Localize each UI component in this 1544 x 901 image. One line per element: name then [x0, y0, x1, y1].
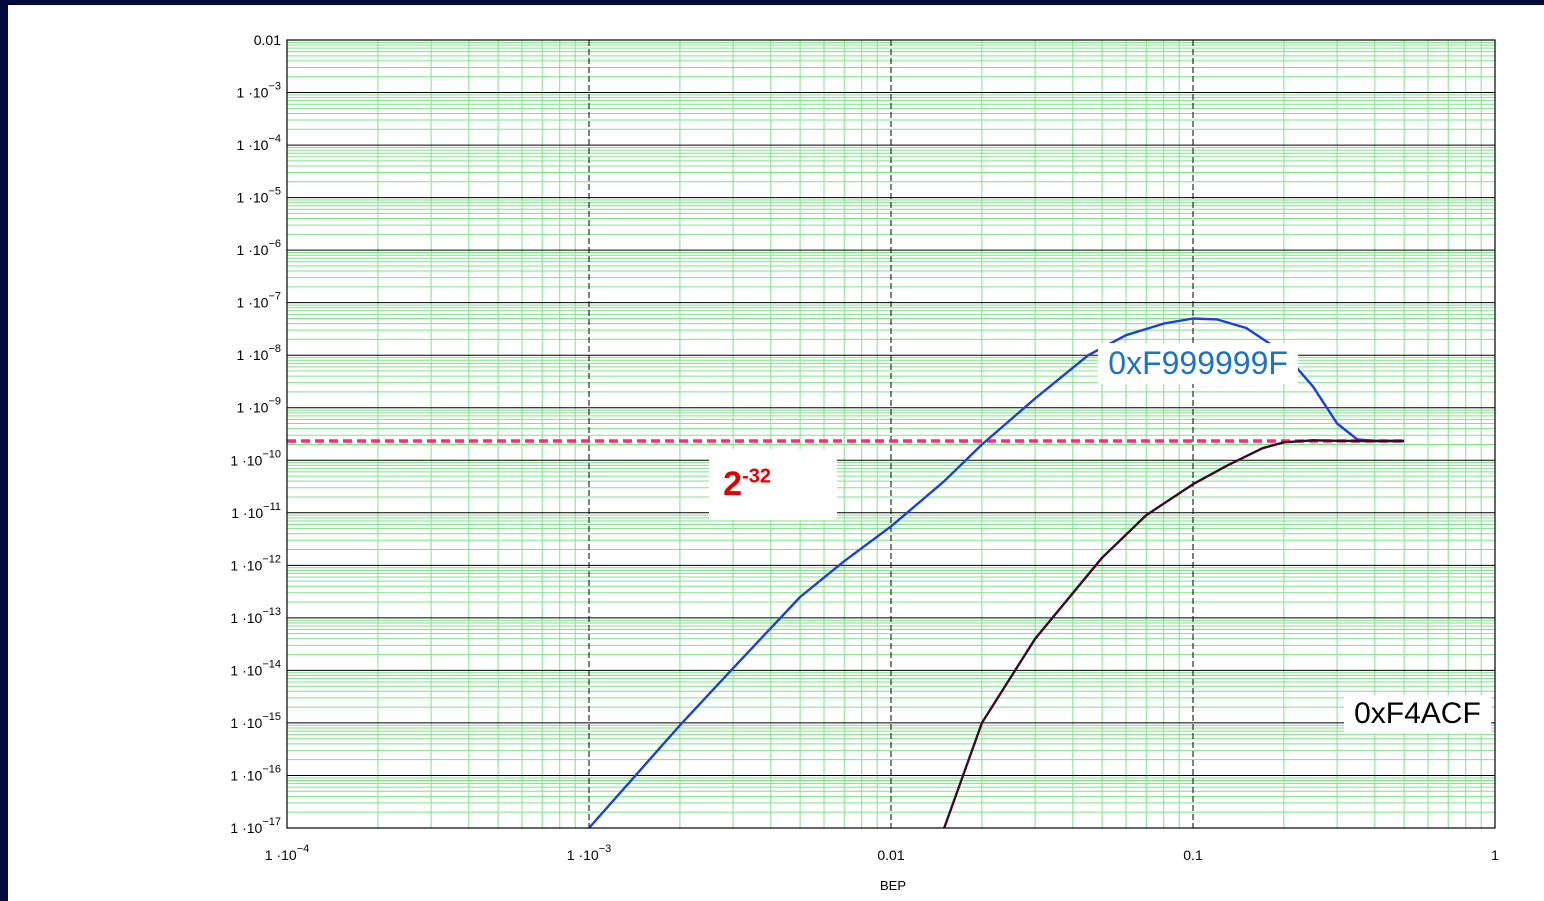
y-tick-label: 1 ·10−8: [237, 343, 281, 363]
y-tick-exponent: −14: [262, 658, 281, 670]
y-tick-base: 0.01: [254, 32, 281, 48]
y-tick-exponent: −5: [268, 186, 281, 198]
y-tick-exponent: −4: [268, 133, 281, 145]
y-tick-label: 1 ·10−9: [237, 396, 281, 416]
y-tick-base: 1 ·10: [237, 137, 269, 153]
y-tick-label: 1 ·10−6: [237, 238, 281, 258]
y-tick-base: 1 ·10: [231, 505, 263, 521]
reference-label-exponent: -32: [742, 465, 771, 488]
reference-line-label: 2-32: [709, 448, 837, 520]
x-tick-label: 1 ·10−4: [265, 843, 309, 863]
x-tick-base: 0.01: [877, 847, 904, 863]
y-tick-exponent: −8: [268, 343, 281, 355]
plot-frame: [286, 39, 1496, 829]
major-grid: [286, 39, 1496, 829]
series-line-f4acfb13: [943, 439, 1405, 829]
y-tick-label: 1 ·10−3: [237, 81, 281, 101]
y-tick-label: 1 ·10−16: [230, 763, 281, 783]
y-tick-label: 1 ·10−11: [231, 501, 281, 521]
y-tick-label: 1 ·10−12: [230, 553, 281, 573]
y-tick-label: 1 ·10−17: [230, 816, 281, 836]
y-tick-base: 1 ·10: [237, 242, 269, 258]
x-tick-label: 0.1: [1183, 847, 1203, 863]
y-tick-base: 1 ·10: [230, 610, 262, 626]
x-tick-label: 1: [1491, 847, 1499, 863]
chart-canvas: 0.01 1 ·10−3 1 ·10−4 1 ·10−5 1 ·10−6 1 ·10−7 1…: [8, 5, 1544, 901]
y-tick-exponent: −3: [268, 81, 281, 93]
y-tick-exponent: −15: [262, 711, 281, 723]
y-tick-label: 1 ·10−5: [237, 186, 281, 206]
x-tick-labels: 1 ·10−4 1 ·10−3 0.01 0.1 1: [265, 843, 1499, 863]
y-tick-base: 1 ·10: [237, 347, 269, 363]
x-tick-base: 1 ·10: [567, 847, 599, 863]
x-axis-title: BEP: [880, 878, 906, 893]
x-tick-base: 1 ·10: [265, 847, 297, 863]
y-tick-base: 1 ·10: [230, 820, 262, 836]
y-tick-label: 0.01: [254, 32, 281, 48]
y-tick-label: 1 ·10−7: [237, 291, 281, 311]
y-tick-exponent: −17: [262, 816, 281, 828]
y-tick-base: 1 ·10: [230, 452, 262, 468]
x-tick-label: 1 ·10−3: [567, 843, 611, 863]
x-tick-label: 0.01: [877, 847, 904, 863]
y-tick-labels: 0.011 ·10−31 ·10−41 ·10−51 ·10−61 ·10−71…: [230, 32, 281, 836]
y-tick-label: 1 ·10−10: [230, 448, 281, 468]
y-tick-base: 1 ·10: [230, 662, 262, 678]
y-tick-label: 1 ·10−14: [230, 658, 281, 678]
series-line-f999999f: [588, 317, 1405, 829]
y-tick-base: 1 ·10: [237, 85, 269, 101]
y-tick-base: 1 ·10: [237, 295, 269, 311]
y-tick-base: 1 ·10: [230, 557, 262, 573]
y-tick-exponent: −12: [262, 553, 281, 565]
y-tick-label: 1 ·10−4: [237, 133, 281, 153]
y-tick-base: 1 ·10: [230, 767, 262, 783]
series-label-f999999f: 0xF999999F: [1098, 343, 1298, 385]
y-tick-exponent: −9: [268, 396, 281, 408]
y-tick-label: 1 ·10−15: [230, 711, 281, 731]
y-tick-label: 1 ·10−13: [230, 606, 281, 626]
y-tick-exponent: −10: [262, 448, 281, 460]
y-tick-exponent: −6: [268, 238, 281, 250]
series-layer: [588, 317, 1405, 829]
x-tick-exponent: −4: [297, 843, 310, 855]
chart-svg: 0.011 ·10−31 ·10−41 ·10−51 ·10−61 ·10−71…: [230, 32, 1499, 893]
y-tick-exponent: −13: [262, 606, 281, 618]
y-tick-exponent: −16: [262, 763, 281, 775]
x-tick-base: 0.1: [1183, 847, 1203, 863]
series-label-f4acf: 0xF4ACF: [1344, 694, 1491, 733]
x-tick-exponent: −3: [599, 843, 612, 855]
x-tick-base: 1: [1491, 847, 1499, 863]
y-tick-base: 1 ·10: [237, 190, 269, 206]
y-tick-base: 1 ·10: [230, 715, 262, 731]
reference-label-base: 2: [723, 464, 743, 503]
y-tick-base: 1 ·10: [237, 400, 269, 416]
y-tick-exponent: −11: [263, 501, 281, 513]
y-tick-exponent: −7: [268, 291, 281, 303]
